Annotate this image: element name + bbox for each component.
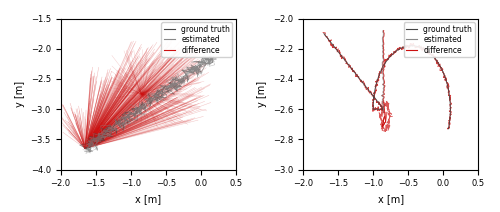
X-axis label: x [m]: x [m] bbox=[378, 194, 404, 204]
Legend: ground truth, estimated, difference: ground truth, estimated, difference bbox=[162, 22, 232, 57]
Y-axis label: y [m]: y [m] bbox=[258, 81, 268, 107]
Y-axis label: y [m]: y [m] bbox=[15, 81, 25, 107]
Legend: ground truth, estimated, difference: ground truth, estimated, difference bbox=[404, 22, 474, 57]
X-axis label: x [m]: x [m] bbox=[136, 194, 162, 204]
